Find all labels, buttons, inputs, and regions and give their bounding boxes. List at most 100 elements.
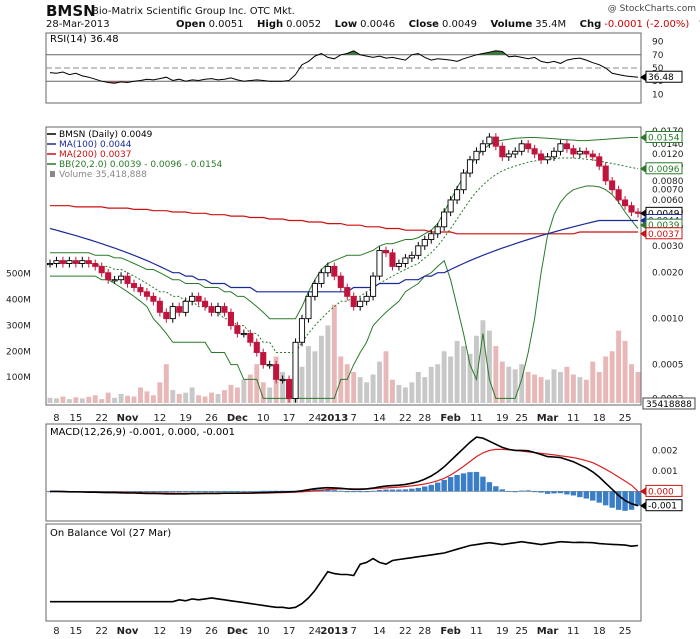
candle-body	[273, 364, 280, 380]
x-axis-label-price: 14	[373, 413, 386, 424]
macd-histogram-bar	[486, 482, 493, 492]
bb-lower-line	[50, 185, 639, 399]
candle-body	[395, 263, 402, 267]
macd-histogram-bar	[577, 491, 583, 498]
price-candle	[370, 272, 377, 301]
x-axis-label-price: 11	[470, 413, 483, 424]
price-candle	[85, 256, 92, 268]
price-candle	[59, 256, 66, 268]
candle-body	[298, 318, 306, 343]
x-axis-label-obv: Nov	[117, 626, 139, 637]
macd-histogram-bar	[396, 489, 402, 492]
low-value: 0.0046	[360, 19, 396, 30]
candle-body	[499, 145, 506, 158]
right-label-pointer	[640, 164, 646, 173]
candle-body	[447, 199, 454, 213]
volume-badge-box	[642, 397, 696, 410]
price-candle	[415, 241, 422, 260]
x-axis-label-price: 28	[418, 413, 431, 424]
x-axis-label-obv: Mar	[537, 626, 559, 637]
candle-body	[466, 159, 474, 174]
candle-body	[324, 265, 331, 274]
volume-bar	[409, 382, 415, 403]
price-candle	[273, 360, 280, 384]
volume-badge-text: 35418888	[646, 400, 692, 410]
candle-body	[163, 311, 170, 320]
candle-body	[376, 249, 383, 277]
candle-body	[59, 260, 66, 264]
x-axis-label-obv: 22	[95, 626, 108, 637]
candle-body	[286, 378, 293, 399]
candle-body	[428, 233, 435, 240]
volume-bar	[616, 330, 622, 403]
price-candle	[182, 297, 189, 317]
volume-bar	[545, 379, 550, 403]
macd-histogram-bar	[189, 491, 195, 493]
price-candle	[479, 139, 486, 156]
volume-bar	[254, 364, 260, 403]
volume-bar	[590, 361, 596, 403]
volume-bar	[215, 393, 221, 403]
volume-bar	[176, 393, 182, 403]
x-axis-label-obv: 22	[399, 626, 412, 637]
volume-bar	[480, 320, 486, 403]
volume-bar	[280, 371, 286, 403]
x-axis-label-obv: Dec	[227, 626, 248, 637]
price-candle	[363, 292, 370, 306]
candle-body	[221, 306, 228, 313]
copyright-text[interactable]: @ StockCharts.com	[607, 4, 696, 14]
price-candle	[195, 292, 202, 306]
candle-body	[266, 364, 273, 367]
candle-body	[79, 260, 86, 264]
candle-body	[473, 150, 480, 161]
candle-body	[415, 245, 422, 256]
price-candle	[221, 302, 228, 317]
price-tick-label: 0.0005	[652, 361, 684, 371]
candle-body	[137, 287, 144, 293]
price-candle	[583, 147, 590, 159]
price-candle	[454, 185, 461, 205]
volume-bar	[118, 393, 124, 403]
volume-bar	[131, 396, 137, 403]
candle-body	[589, 153, 596, 158]
right-label-pointer	[640, 487, 646, 496]
macd-histogram-bar	[434, 482, 441, 492]
macd-histogram-bar	[228, 491, 234, 492]
volume-bar	[325, 325, 331, 403]
price-candle	[389, 248, 396, 271]
candle-body	[105, 272, 112, 281]
high-label: High	[257, 19, 284, 30]
x-axis-label-obv: 11	[470, 626, 483, 637]
candle-body	[189, 295, 196, 302]
candle-body	[634, 211, 642, 214]
price-candle	[92, 259, 99, 271]
macd-histogram-bar	[234, 491, 241, 492]
price-candle	[227, 308, 234, 330]
price-candle	[318, 268, 325, 288]
price-candle	[118, 272, 125, 284]
price-candle	[505, 150, 512, 161]
macd-histogram-bar	[538, 491, 544, 493]
candle-body	[370, 275, 377, 297]
price-candle	[156, 297, 163, 317]
volume-bar	[448, 356, 454, 403]
rsi-line	[49, 50, 639, 84]
macd-histogram-bar	[596, 491, 602, 503]
price-candle	[434, 222, 441, 238]
volume-bar	[157, 382, 163, 403]
macd-histogram-bar	[370, 490, 376, 492]
price-right-label-text: 0.0039	[648, 221, 680, 231]
x-axis-label-price: 2013	[320, 413, 348, 424]
price-candle	[531, 144, 538, 159]
candle-body	[227, 311, 234, 327]
price-tick-label: 0.0080	[652, 177, 684, 187]
macd-histogram-bar	[570, 491, 577, 496]
candle-body	[382, 249, 390, 254]
candle-body	[305, 295, 312, 320]
price-candle	[240, 329, 247, 338]
macd-histogram-bar	[331, 490, 338, 492]
volume-bar	[112, 397, 118, 403]
x-axis-label-obv: 11	[567, 626, 580, 637]
rsi-tick-label: 70	[652, 51, 664, 61]
price-candle	[499, 142, 506, 161]
